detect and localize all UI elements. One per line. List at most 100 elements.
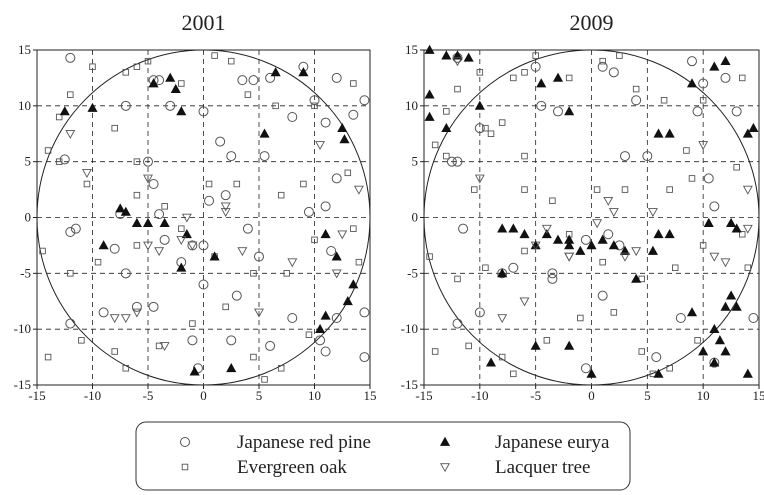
point	[474, 174, 485, 184]
point	[619, 245, 631, 255]
point	[575, 245, 586, 255]
point	[720, 72, 731, 83]
point	[608, 67, 619, 78]
point	[621, 186, 629, 193]
point	[597, 61, 608, 72]
point	[144, 57, 152, 65]
point	[220, 208, 231, 218]
point	[638, 348, 646, 355]
point	[87, 102, 98, 112]
point	[508, 262, 519, 273]
point	[699, 242, 707, 249]
point	[703, 173, 714, 184]
point	[67, 91, 74, 98]
point	[111, 348, 118, 355]
point	[65, 227, 76, 238]
point	[326, 246, 337, 256]
point	[521, 152, 528, 160]
point	[608, 208, 619, 218]
x-tick-label: 15	[753, 388, 764, 403]
point	[748, 122, 759, 133]
y-tick-label: 15	[405, 42, 418, 57]
point	[67, 270, 74, 277]
point	[474, 100, 485, 110]
legend-label: Japanese red pine	[237, 432, 371, 453]
point	[44, 147, 52, 154]
point	[305, 331, 313, 339]
y-tick-label: 10	[405, 98, 418, 113]
point	[454, 275, 461, 283]
point	[187, 241, 198, 251]
point	[631, 95, 642, 106]
point	[497, 268, 508, 278]
point	[148, 179, 159, 189]
point	[698, 346, 709, 356]
x-tick-label: 10	[697, 388, 710, 403]
point	[89, 63, 96, 71]
point	[355, 258, 363, 266]
point	[441, 50, 452, 60]
point	[204, 195, 215, 206]
point	[552, 234, 564, 244]
point	[631, 247, 642, 257]
point	[709, 201, 720, 212]
point	[254, 308, 264, 318]
point	[133, 158, 141, 165]
point	[471, 186, 478, 193]
point	[720, 346, 731, 356]
point	[205, 180, 213, 188]
point	[181, 229, 192, 239]
point	[443, 108, 450, 115]
point	[748, 313, 759, 323]
point	[593, 186, 601, 193]
point	[452, 318, 463, 329]
point	[620, 252, 630, 262]
point	[586, 240, 597, 250]
point	[154, 209, 165, 220]
point	[331, 173, 342, 184]
point	[59, 106, 70, 116]
point	[272, 102, 279, 110]
point	[664, 229, 675, 239]
point	[698, 141, 709, 151]
point	[55, 158, 63, 165]
point	[580, 363, 591, 374]
point	[497, 314, 508, 324]
point	[311, 102, 318, 110]
point	[564, 106, 575, 116]
point	[94, 258, 102, 266]
point	[265, 72, 276, 83]
point	[154, 247, 165, 257]
point	[122, 365, 130, 372]
point	[359, 352, 370, 363]
point	[731, 301, 742, 311]
point	[242, 223, 253, 234]
point	[142, 217, 154, 227]
point	[120, 206, 131, 216]
point	[143, 156, 153, 167]
point	[474, 123, 485, 134]
point	[320, 201, 331, 212]
point	[350, 80, 357, 87]
x-tick-label: -15	[415, 388, 432, 403]
point	[277, 365, 285, 372]
point	[530, 61, 541, 72]
point	[315, 335, 326, 346]
plot-circle	[36, 49, 371, 386]
point	[250, 270, 257, 277]
point	[331, 72, 342, 83]
point	[709, 252, 720, 262]
point	[687, 56, 697, 67]
point	[597, 234, 608, 244]
point	[131, 308, 142, 318]
point	[541, 229, 552, 239]
point	[482, 124, 489, 132]
point	[161, 203, 168, 210]
point	[143, 174, 153, 184]
point	[699, 96, 707, 104]
point	[337, 122, 348, 133]
point	[694, 337, 701, 344]
point	[287, 313, 298, 323]
point	[543, 337, 551, 344]
plot-frame	[423, 49, 760, 386]
